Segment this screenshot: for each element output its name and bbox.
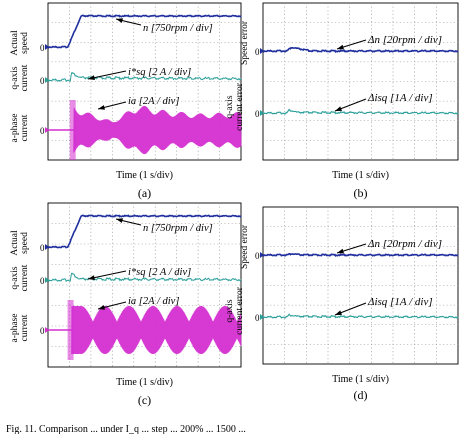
xlabel-a: Time (1 s/div): [116, 170, 173, 181]
iq-trace-a: [47, 71, 242, 83]
zero-arrow-c-speed: [45, 244, 49, 250]
zero-arrow-b-e2: [260, 110, 264, 116]
panel-label-b: (b): [354, 186, 368, 200]
zero-arrow-c-ia: [45, 327, 49, 333]
arrow-speed-c-head: [116, 218, 123, 223]
xlabel-b: Time (1 s/div): [332, 170, 389, 181]
channel-name-iq-error-b: q-axiscurrent error: [225, 82, 245, 131]
panel-label-a: (a): [138, 186, 151, 200]
channel-name-iq-error-d: q-axiscurrent error: [225, 286, 245, 335]
zero-marker-a-speed: 0: [40, 43, 45, 53]
scale-label-iq-a: i*sq [2 A / div]: [128, 67, 191, 78]
zero-marker-c-ia: 0: [40, 326, 45, 336]
xlabel-d: Time (1 s/div): [332, 374, 389, 385]
zero-marker-d-e2: 0: [255, 313, 260, 323]
zero-marker-a-iq: 0: [40, 76, 45, 86]
ia-transient-c: [67, 300, 74, 360]
xlabel-c: Time (1 s/div): [116, 377, 173, 388]
speed-error-trace-b: [262, 46, 459, 53]
zero-marker-b-e2: 0: [255, 109, 260, 119]
arrow-speed-error-d-head: [337, 248, 344, 254]
channel-name-iq-c: q-axiscurrent: [10, 264, 30, 291]
arrow-speed-a-head: [116, 18, 123, 23]
arrow-ia-a-head: [98, 105, 105, 110]
zero-marker-d-e1: 0: [255, 251, 260, 261]
scale-label-speed-error-b: Δn [20rpm / div]: [367, 34, 442, 46]
iq-error-trace-d: [262, 313, 459, 319]
figure-caption-fragment: Fig. 11. Comparison ... under I_q ... st…: [6, 424, 246, 434]
arrow-iq-a-head: [88, 75, 95, 80]
speed-error-trace-d: [262, 252, 459, 257]
zero-arrow-a-ia: [45, 127, 49, 133]
channel-name-ia-c: a-phasecurrent: [10, 313, 30, 342]
scale-label-iq-error-b: Δisq [1A / div]: [367, 92, 433, 104]
ia-trace-a: [73, 105, 242, 155]
ia-transient-a: [69, 100, 76, 160]
zero-arrow-a-speed: [45, 44, 49, 50]
arrow-ia-c-head: [98, 305, 105, 310]
zero-arrow-c-iq: [45, 277, 49, 283]
channel-name-speed-error-d: Speed error: [240, 224, 250, 269]
arrow-iq-error-b-head: [335, 106, 342, 111]
scale-label-ia-c: ia [2A / div]: [128, 296, 179, 307]
scale-label-iq-error-d: Δisq [1A / div]: [367, 296, 433, 308]
panel-label-c: (c): [138, 393, 151, 407]
iq-trace-c: [47, 272, 242, 283]
zero-arrow-d-e2: [260, 314, 264, 320]
zero-arrow-d-e1: [260, 252, 264, 258]
zero-arrow-a-iq: [45, 77, 49, 83]
zero-marker-b-e1: 0: [255, 47, 260, 57]
ia-trace-c: [71, 305, 242, 355]
scale-label-ia-a: ia [2A / div]: [128, 96, 179, 107]
channel-name-speed-c: Actualspeed: [10, 230, 30, 256]
channel-name-speed-error-b: Speed error: [240, 20, 250, 65]
panel-label-d: (d): [354, 388, 368, 402]
channel-name-ia-a: a-phasecurrent: [10, 113, 30, 142]
arrow-speed-error-b-head: [337, 44, 344, 50]
arrow-iq-error-d-head: [335, 310, 342, 315]
channel-name-iq-a: q-axiscurrent: [10, 64, 30, 91]
iq-error-trace-b: [262, 108, 459, 115]
zero-marker-c-speed: 0: [40, 243, 45, 253]
zero-arrow-b-e1: [260, 48, 264, 54]
scale-label-speed-error-d: Δn [20rpm / div]: [367, 238, 442, 250]
zero-marker-a-ia: 0: [40, 126, 45, 136]
zero-marker-c-iq: 0: [40, 276, 45, 286]
speed-trace-a: [47, 14, 242, 49]
scale-label-iq-c: i*sq [2 A / div]: [128, 267, 191, 278]
channel-name-speed-a: Actualspeed: [10, 30, 30, 56]
scale-label-speed-c: n [750rpm / div]: [143, 223, 213, 234]
arrow-iq-c-head: [88, 275, 95, 280]
speed-trace-c: [47, 214, 242, 249]
scale-label-speed-a: n [750rpm / div]: [143, 23, 213, 34]
